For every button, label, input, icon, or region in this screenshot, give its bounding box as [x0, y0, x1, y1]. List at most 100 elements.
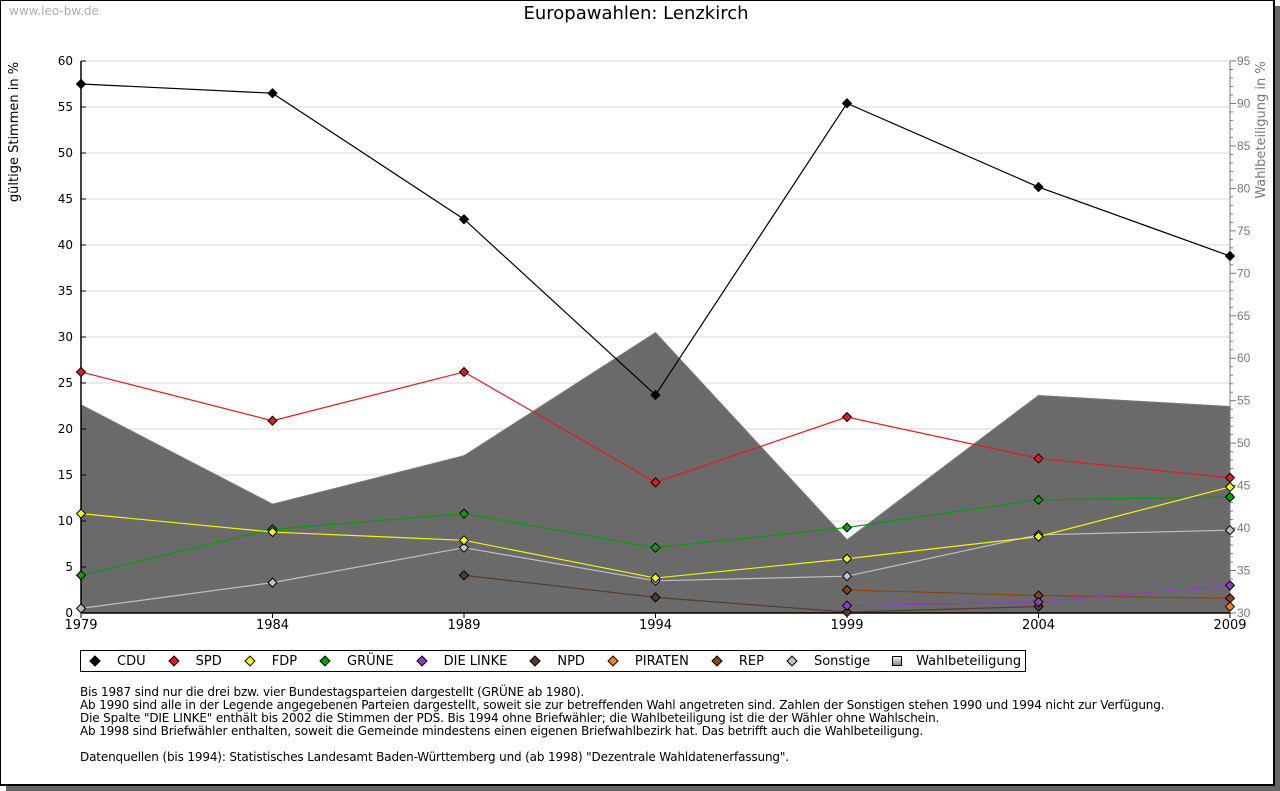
axes: 0 5 10 15 20 25 30 35 40 45 50 55 60 30 35 40 45 50 55 60 65… — [58, 54, 1251, 633]
x-tick-label: 2009 — [1213, 618, 1246, 633]
note-line: Bis 1987 sind nur die drei bzw. vier Bun… — [80, 685, 585, 699]
data-point-die-linke — [1033, 596, 1044, 608]
y-tick-label: 35 — [58, 284, 73, 298]
y2-tick-label: 55 — [1237, 394, 1251, 408]
data-point-spd — [267, 415, 278, 426]
data-point-cdu — [841, 98, 853, 109]
data-point-fdp — [458, 535, 470, 546]
data-point-cdu — [1033, 181, 1044, 193]
legend-label: NPD — [557, 653, 585, 669]
legend-label: DIE LINKE — [443, 653, 508, 669]
y-tick-label: 10 — [58, 514, 73, 528]
data-point-spd — [458, 366, 470, 378]
legend-marker-diamond — [415, 655, 428, 667]
legend-label: PIRATEN — [634, 653, 689, 669]
legend-item: SPD — [167, 653, 222, 669]
y-tick-label: 40 — [58, 238, 73, 252]
watermark: www.leo-bw.de — [9, 4, 99, 18]
series-lines — [75, 78, 1236, 618]
data-point-rep — [841, 584, 853, 596]
x-tick-label: 1994 — [639, 618, 672, 633]
legend-item: REP — [711, 654, 764, 669]
legend-item: Sonstige — [786, 654, 870, 669]
data-point-spd — [1033, 453, 1044, 464]
data-point-grüne — [75, 570, 87, 581]
data-point-npd — [841, 606, 853, 618]
data-point-npd — [458, 570, 470, 581]
y2-tick-label: 60 — [1237, 351, 1251, 365]
data-point-fdp — [1033, 531, 1044, 542]
data-point-npd — [650, 592, 661, 603]
legend-label: GRÜNE — [347, 653, 394, 669]
data-point-fdp — [75, 508, 87, 519]
legend: CDU SPD FDP GRÜNE DIE LINKE NPD PIRATEN REP Sons… — [80, 650, 1027, 672]
chart-title: Europawahlen: Lenzkirch — [523, 3, 749, 24]
data-point-fdp — [841, 553, 853, 564]
y2-tick-label: 75 — [1237, 224, 1251, 238]
legend-item: Wahlbeteiligung — [892, 654, 1021, 669]
data-point-spd — [1224, 472, 1236, 483]
data-point-grüne — [650, 542, 661, 553]
legend-swatch-box — [892, 656, 903, 666]
data-point-sonstige — [1224, 524, 1236, 536]
turnout-area-outline — [80, 331, 1231, 541]
y-axis-label: gültige Stimmen in % — [7, 62, 22, 202]
axis-labels: gültige Stimmen in % Wahlbeteiligung in … — [7, 61, 1269, 202]
source-line: Datenquellen (bis 1994): Statistisches L… — [80, 750, 789, 764]
y-tick-label: 30 — [58, 330, 73, 344]
x-tick-label: 1984 — [256, 618, 289, 633]
legend-label: FDP — [271, 653, 298, 669]
y-tick-label: 50 — [58, 146, 73, 160]
legend-marker-diamond — [244, 655, 256, 667]
data-point-grüne — [1224, 491, 1236, 503]
data-point-cdu — [650, 389, 661, 401]
legend-label: SPD — [195, 653, 222, 669]
y-tick-label: 15 — [58, 468, 73, 482]
y2-tick-label: 45 — [1237, 479, 1251, 493]
legend-item: NPD — [529, 654, 585, 669]
data-point-spd — [650, 477, 661, 488]
y2-tick-label: 85 — [1237, 139, 1251, 153]
y-tick-label: 25 — [58, 376, 73, 390]
data-point-sonstige — [841, 570, 853, 582]
data-point-spd — [75, 366, 87, 378]
legend-item: CDU — [89, 654, 146, 669]
y2-tick-label: 95 — [1237, 54, 1251, 68]
legend-label: Wahlbeteiligung — [916, 653, 1022, 669]
data-point-cdu — [267, 87, 278, 99]
x-tick-label: 1979 — [64, 618, 97, 633]
legend-item: PIRATEN — [607, 654, 689, 669]
legend-marker-diamond — [607, 655, 619, 667]
data-point-fdp — [267, 526, 278, 538]
data-point-grüne — [458, 508, 470, 519]
legend-item: FDP — [244, 654, 297, 669]
data-point-cdu — [1224, 250, 1236, 262]
data-point-sonstige — [267, 577, 278, 588]
legend-label: CDU — [117, 653, 146, 669]
x-tick-label: 1999 — [830, 618, 863, 633]
y-tick-label: 55 — [58, 100, 73, 114]
data-point-piraten — [1224, 601, 1236, 612]
x-tick-label: 1989 — [447, 618, 480, 633]
data-point-sonstige — [458, 542, 470, 553]
data-point-fdp — [1224, 481, 1236, 493]
y2-tick-label: 90 — [1237, 96, 1251, 110]
y-tick-label: 45 — [58, 192, 73, 206]
legend-item: DIE LINKE — [415, 653, 508, 669]
y-tick-label: 0 — [65, 606, 73, 620]
legend-marker-diamond — [786, 655, 798, 667]
note-line: Die Spalte "DIE LINKE" enthält bis 2002 … — [80, 711, 940, 725]
y2-tick-label: 70 — [1237, 266, 1251, 280]
turnout-area-fill — [81, 332, 1230, 613]
data-point-die-linke — [1224, 580, 1236, 591]
y2-axis-label: Wahlbeteiligung in % — [1254, 61, 1269, 198]
data-point-grüne — [1033, 494, 1044, 506]
legend-marker-diamond — [167, 655, 180, 667]
data-point-sonstige — [75, 603, 87, 614]
legend-marker-diamond — [89, 655, 101, 667]
legend-item: GRÜNE — [319, 654, 394, 669]
series-line-npd — [463, 574, 1039, 613]
data-point-fdp — [650, 572, 661, 584]
legend-marker-diamond — [529, 655, 542, 667]
data-point-spd — [841, 411, 853, 423]
